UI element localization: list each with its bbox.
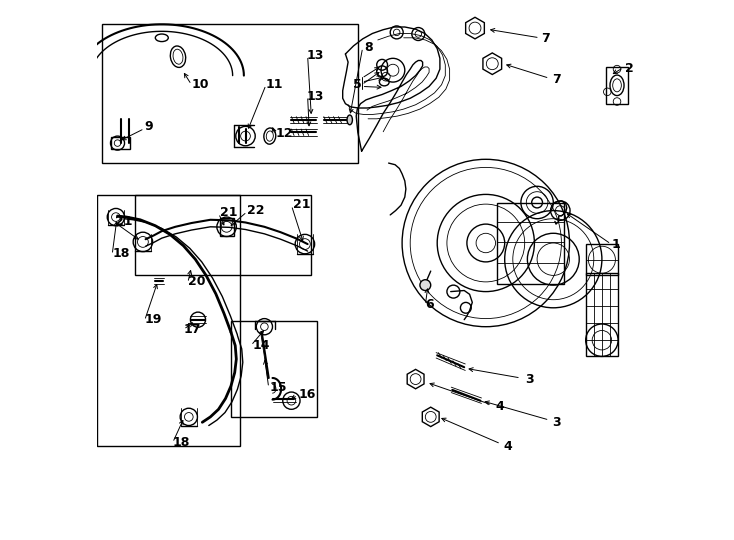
Bar bbox=[231, 321, 317, 417]
Text: 22: 22 bbox=[247, 204, 265, 217]
Ellipse shape bbox=[347, 115, 352, 125]
Text: 16: 16 bbox=[299, 388, 316, 401]
Text: 18: 18 bbox=[112, 247, 129, 260]
Bar bbox=[497, 202, 564, 284]
Text: 17: 17 bbox=[184, 323, 201, 336]
Text: 5: 5 bbox=[353, 78, 362, 91]
Text: 4: 4 bbox=[503, 440, 512, 453]
Text: 3: 3 bbox=[526, 373, 534, 386]
Text: 21: 21 bbox=[220, 206, 238, 219]
Text: 14: 14 bbox=[252, 339, 270, 352]
Text: 8: 8 bbox=[364, 41, 373, 54]
Text: 4: 4 bbox=[495, 400, 504, 413]
Text: 12: 12 bbox=[275, 127, 293, 140]
Bar bbox=[135, 195, 311, 275]
Text: 2: 2 bbox=[625, 62, 634, 75]
Text: 21: 21 bbox=[293, 198, 310, 211]
Text: 18: 18 bbox=[172, 436, 190, 449]
Circle shape bbox=[420, 280, 431, 291]
Text: 19: 19 bbox=[145, 313, 162, 326]
Text: 1: 1 bbox=[611, 238, 619, 251]
Bar bbox=[103, 24, 357, 163]
Text: 20: 20 bbox=[188, 275, 206, 288]
Text: 3: 3 bbox=[552, 416, 561, 429]
Text: 10: 10 bbox=[192, 78, 209, 91]
Bar bbox=[111, 137, 130, 148]
Text: 9: 9 bbox=[144, 120, 153, 133]
Text: 6: 6 bbox=[425, 298, 433, 310]
Bar bbox=[220, 218, 233, 236]
Bar bbox=[97, 195, 240, 446]
Text: 13: 13 bbox=[307, 49, 324, 62]
Text: 13: 13 bbox=[307, 90, 324, 103]
Text: 7: 7 bbox=[542, 32, 550, 45]
Bar bbox=[606, 67, 628, 104]
Text: 21: 21 bbox=[115, 215, 132, 228]
Bar bbox=[586, 244, 618, 275]
Text: 15: 15 bbox=[270, 381, 287, 394]
Text: 7: 7 bbox=[552, 73, 561, 86]
Text: 11: 11 bbox=[266, 78, 283, 91]
Bar bbox=[586, 273, 618, 356]
